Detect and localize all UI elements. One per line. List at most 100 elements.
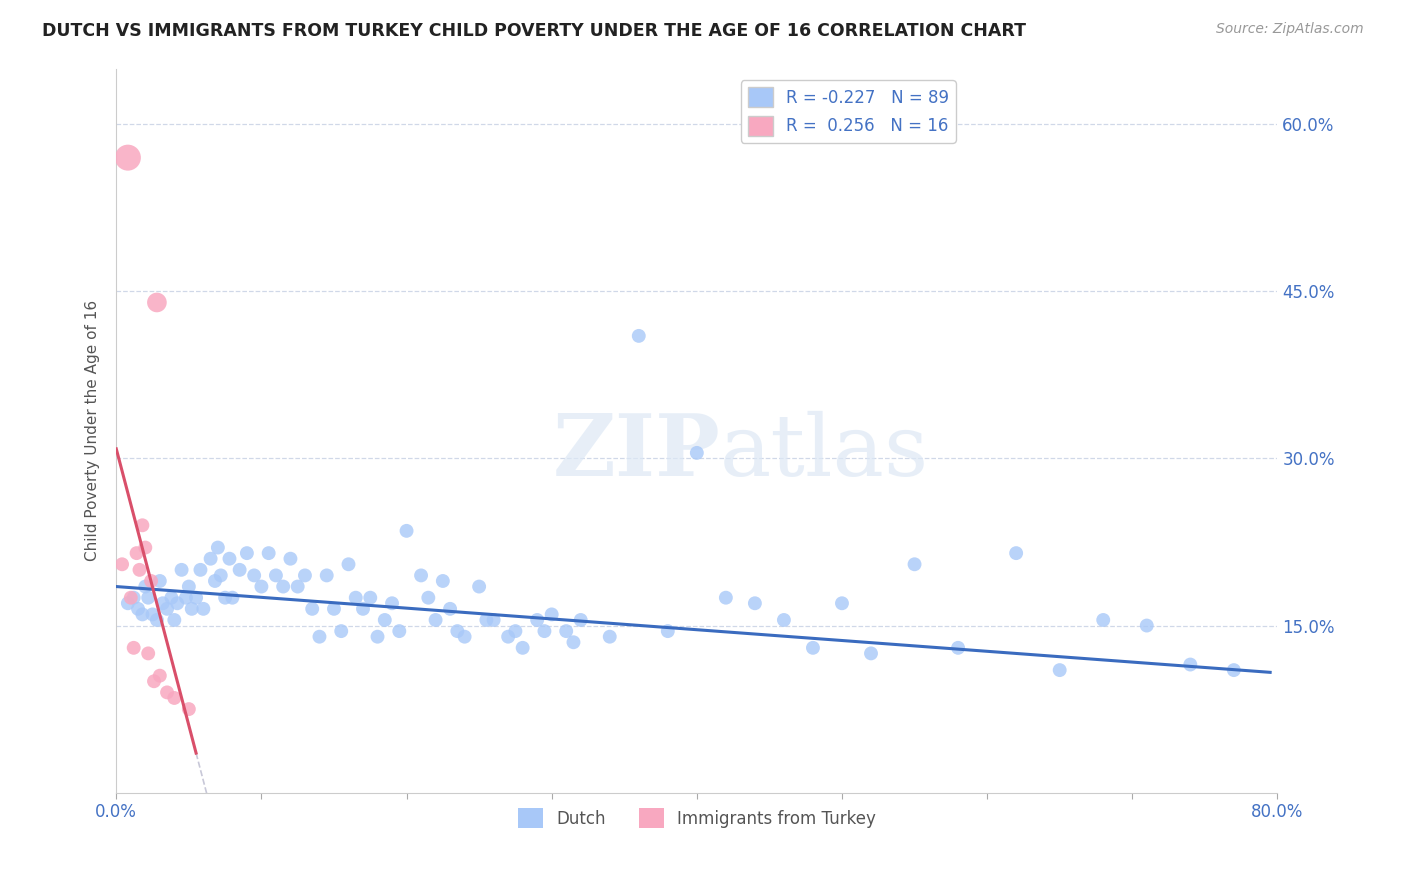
Point xyxy=(125,546,148,560)
Point xyxy=(374,613,396,627)
Point xyxy=(475,613,498,627)
Point xyxy=(174,591,197,605)
Point xyxy=(156,685,179,699)
Point xyxy=(294,568,316,582)
Point xyxy=(149,668,172,682)
Point xyxy=(657,624,679,639)
Point xyxy=(218,551,240,566)
Point xyxy=(496,630,519,644)
Point xyxy=(301,602,323,616)
Point xyxy=(627,329,650,343)
Point xyxy=(146,613,169,627)
Point xyxy=(177,702,200,716)
Point xyxy=(367,630,389,644)
Point xyxy=(204,574,226,588)
Point xyxy=(131,518,153,533)
Point xyxy=(128,563,150,577)
Point xyxy=(352,602,374,616)
Point xyxy=(1223,663,1246,677)
Point xyxy=(163,613,186,627)
Point xyxy=(271,580,294,594)
Point xyxy=(139,574,162,588)
Point xyxy=(526,613,548,627)
Point xyxy=(177,580,200,594)
Point xyxy=(134,541,156,555)
Point xyxy=(209,568,232,582)
Point xyxy=(214,591,236,605)
Text: ZIP: ZIP xyxy=(553,410,720,494)
Point xyxy=(1005,546,1028,560)
Point xyxy=(388,624,411,639)
Point xyxy=(468,580,491,594)
Point xyxy=(134,580,156,594)
Point xyxy=(555,624,578,639)
Point xyxy=(127,602,149,616)
Point xyxy=(117,151,139,165)
Point xyxy=(287,580,309,594)
Point xyxy=(190,563,212,577)
Point xyxy=(946,640,969,655)
Point xyxy=(903,558,925,572)
Point xyxy=(773,613,796,627)
Point xyxy=(142,607,165,622)
Point xyxy=(744,596,766,610)
Point xyxy=(180,602,202,616)
Point xyxy=(315,568,337,582)
Text: Source: ZipAtlas.com: Source: ZipAtlas.com xyxy=(1216,22,1364,37)
Point xyxy=(136,591,159,605)
Point xyxy=(801,640,824,655)
Point xyxy=(111,558,134,572)
Point xyxy=(482,613,505,627)
Point xyxy=(117,596,139,610)
Point xyxy=(156,602,179,616)
Point xyxy=(540,607,562,622)
Point xyxy=(599,630,621,644)
Point xyxy=(453,630,475,644)
Point xyxy=(243,568,266,582)
Point xyxy=(409,568,432,582)
Point xyxy=(136,647,159,661)
Point xyxy=(146,295,169,310)
Point xyxy=(131,607,153,622)
Point xyxy=(207,541,229,555)
Point xyxy=(831,596,853,610)
Point xyxy=(200,551,222,566)
Point xyxy=(330,624,353,639)
Point xyxy=(163,690,186,705)
Point xyxy=(562,635,585,649)
Point xyxy=(122,591,145,605)
Point xyxy=(149,574,172,588)
Legend: Dutch, Immigrants from Turkey: Dutch, Immigrants from Turkey xyxy=(510,801,883,835)
Point xyxy=(236,546,259,560)
Point xyxy=(323,602,346,616)
Point xyxy=(1136,618,1159,632)
Point xyxy=(170,563,193,577)
Text: DUTCH VS IMMIGRANTS FROM TURKEY CHILD POVERTY UNDER THE AGE OF 16 CORRELATION CH: DUTCH VS IMMIGRANTS FROM TURKEY CHILD PO… xyxy=(42,22,1026,40)
Point xyxy=(280,551,302,566)
Point xyxy=(395,524,418,538)
Point xyxy=(505,624,527,639)
Point xyxy=(569,613,592,627)
Point xyxy=(143,674,166,689)
Point xyxy=(381,596,404,610)
Point xyxy=(120,591,142,605)
Point xyxy=(425,613,447,627)
Point xyxy=(308,630,330,644)
Point xyxy=(1049,663,1071,677)
Point xyxy=(432,574,454,588)
Point xyxy=(859,647,882,661)
Point xyxy=(714,591,737,605)
Point xyxy=(337,558,360,572)
Point xyxy=(418,591,440,605)
Point xyxy=(359,591,381,605)
Point xyxy=(166,596,188,610)
Point xyxy=(152,596,174,610)
Point xyxy=(1180,657,1202,672)
Point xyxy=(221,591,243,605)
Text: atlas: atlas xyxy=(720,410,929,494)
Point xyxy=(1092,613,1115,627)
Point xyxy=(264,568,287,582)
Point xyxy=(122,640,145,655)
Point xyxy=(439,602,461,616)
Point xyxy=(533,624,555,639)
